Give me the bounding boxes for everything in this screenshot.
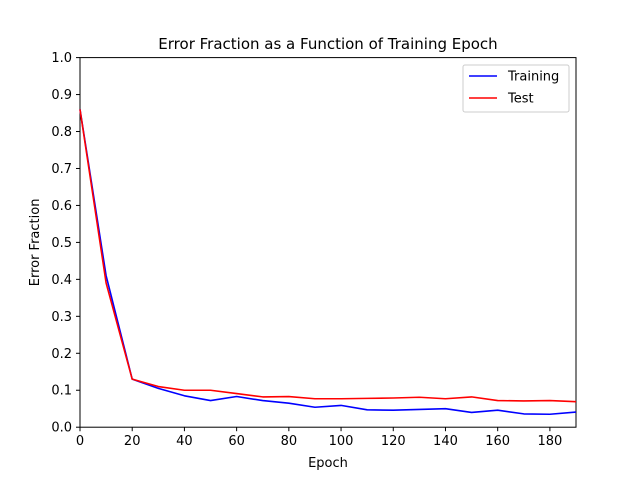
x-tick-label: 160	[485, 434, 510, 449]
y-axis-label: Error Fraction	[28, 199, 43, 287]
x-tick-label: 120	[381, 434, 406, 449]
y-tick-label: 0.0	[51, 421, 72, 436]
y-tick-label: 0.4	[51, 273, 72, 288]
x-tick-label: 0	[76, 434, 84, 449]
x-tick-label: 80	[281, 434, 298, 449]
legend-label-training: Training	[507, 70, 559, 85]
x-axis: 0 20 40 60 80 100 120 140 160 180	[76, 427, 562, 449]
series-line-test	[79, 109, 577, 403]
y-tick-label: 0.6	[51, 199, 72, 214]
plot-area	[79, 57, 577, 428]
x-tick-label: 40	[176, 434, 193, 449]
y-tick-label: 0.5	[51, 236, 72, 251]
x-tick-label: 60	[228, 434, 245, 449]
y-tick-label: 0.8	[51, 125, 72, 140]
series-lines	[79, 109, 577, 416]
y-tick-label: 0.9	[51, 88, 72, 103]
legend-label-test: Test	[507, 92, 534, 107]
chart-title: Error Fraction as a Function of Training…	[158, 35, 497, 53]
y-tick-label: 1.0	[51, 51, 72, 66]
series-line-training	[79, 109, 577, 416]
y-axis: 0.0 0.1 0.2 0.3 0.4 0.5 0.6 0.7 0.8 0.9 1.0	[51, 51, 80, 436]
x-axis-label: Epoch	[308, 456, 348, 471]
y-tick-label: 0.2	[51, 347, 72, 362]
y-tick-label: 0.1	[51, 384, 72, 399]
x-tick-label: 20	[124, 434, 141, 449]
x-tick-label: 100	[329, 434, 354, 449]
legend: Training Test	[462, 64, 570, 113]
x-tick-label: 180	[537, 434, 562, 449]
x-tick-label: 140	[433, 434, 458, 449]
y-tick-label: 0.3	[51, 310, 72, 325]
y-tick-label: 0.7	[51, 162, 72, 177]
